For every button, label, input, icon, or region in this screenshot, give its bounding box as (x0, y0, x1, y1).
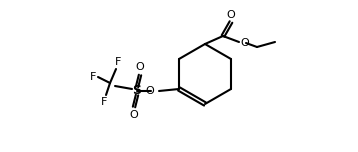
Text: O: O (130, 110, 139, 120)
Text: O: O (240, 38, 249, 48)
Text: F: F (90, 72, 96, 82)
Text: S: S (132, 85, 141, 97)
Text: F: F (101, 97, 107, 107)
Text: F: F (115, 57, 121, 67)
Text: O: O (227, 10, 235, 20)
Text: O: O (136, 62, 144, 72)
Text: O: O (145, 86, 154, 96)
